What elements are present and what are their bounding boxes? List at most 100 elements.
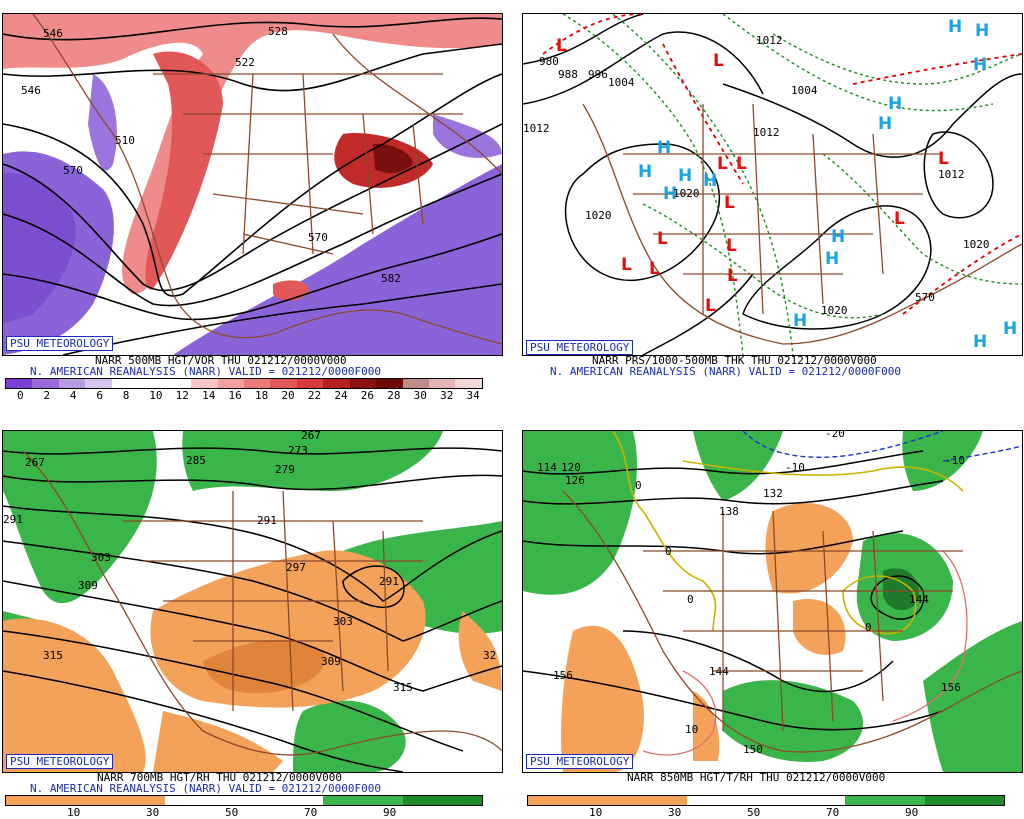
scale-tick-label: 70 xyxy=(304,806,318,819)
svg-text:L: L xyxy=(938,149,949,169)
scale-swatch xyxy=(6,796,165,805)
map-label: -20 xyxy=(825,431,845,440)
scale-swatch xyxy=(924,796,1004,805)
scale-tick-label: 10 xyxy=(589,806,603,819)
map-700mb: 267 267 273 279 285 291 297 303 309 315 … xyxy=(3,431,502,772)
svg-text:L: L xyxy=(556,36,567,56)
scale-swatch xyxy=(164,796,324,805)
svg-text:L: L xyxy=(705,296,716,316)
map-label: 114 xyxy=(537,461,557,474)
panel-700mb-valid-line: N. AMERICAN REANALYSIS (NARR) VALID = 02… xyxy=(30,782,381,795)
map-label: 150 xyxy=(743,743,763,756)
scale-swatch xyxy=(58,379,86,388)
map-label: 309 xyxy=(321,655,341,668)
branding-label: PSU METEOROLOGY xyxy=(6,336,114,351)
panel-pressure-caption: NARR PRS/1000-500MB THK THU 021212/0000V… xyxy=(592,354,877,367)
map-label: 144 xyxy=(909,593,929,606)
scale-swatch xyxy=(32,379,59,388)
scale-swatch xyxy=(686,796,846,805)
scale-tick-label: 6 xyxy=(96,389,103,402)
map-label: 279 xyxy=(275,463,295,476)
svg-text:L: L xyxy=(621,255,632,275)
panel-700mb-caption: NARR 700MB HGT/RH THU 021212/0000V000 xyxy=(97,771,343,784)
scale-tick-label: 10 xyxy=(149,389,163,402)
map-label: 10 xyxy=(685,723,698,736)
branding-label: PSU METEOROLOGY xyxy=(526,340,634,355)
map-label: 546 xyxy=(21,84,41,97)
map-label: 32 xyxy=(483,649,496,662)
map-label: 1012 xyxy=(938,168,965,181)
map-label: 1004 xyxy=(791,84,818,97)
scale-swatch xyxy=(243,379,271,388)
map-label: 1020 xyxy=(821,304,848,317)
panel-pressure-valid-line: N. AMERICAN REANALYSIS (NARR) VALID = 02… xyxy=(550,365,901,378)
scale-tick-label: 90 xyxy=(905,806,919,819)
svg-text:H: H xyxy=(973,332,987,352)
map-label: 132 xyxy=(763,487,783,500)
map-label: 522 xyxy=(235,56,255,69)
scale-swatch xyxy=(217,379,244,388)
svg-text:L: L xyxy=(649,259,660,279)
panel-850mb-caption: NARR 850MB HGT/T/RH THU 021212/0000V000 xyxy=(627,771,886,784)
svg-text:L: L xyxy=(724,193,735,213)
svg-text:H: H xyxy=(975,21,989,41)
svg-text:L: L xyxy=(894,209,905,229)
scale-swatch xyxy=(402,379,429,388)
svg-text:L: L xyxy=(736,154,747,174)
scale-tick-label: 16 xyxy=(228,389,242,402)
svg-text:H: H xyxy=(663,184,677,204)
svg-text:H: H xyxy=(1003,319,1017,339)
svg-text:H: H xyxy=(703,171,717,191)
map-850mb: 114 120 126 132 138 144 150 156 156 -10 … xyxy=(523,431,1022,772)
map-label: 1012 xyxy=(753,126,780,139)
panel-500mb-caption: NARR 500MB HGT/VOR THU 021212/0000V000 xyxy=(95,354,347,367)
map-label: 0 xyxy=(635,479,642,492)
map-label: 1020 xyxy=(585,209,612,222)
map-label: 570 xyxy=(63,164,83,177)
scale-tick-label: 10 xyxy=(67,806,81,819)
scale-swatch xyxy=(349,379,377,388)
rh-color-scale-850 xyxy=(527,795,1005,806)
scale-swatch xyxy=(376,379,403,388)
scale-swatch xyxy=(270,379,297,388)
map-label: 285 xyxy=(186,454,206,467)
svg-text:L: L xyxy=(717,154,728,174)
scale-tick-label: 50 xyxy=(225,806,239,819)
branding-label: PSU METEOROLOGY xyxy=(6,754,114,769)
map-label: 988 xyxy=(558,68,578,81)
map-label: 570 xyxy=(308,231,328,244)
map-label: 0 xyxy=(665,545,672,558)
scale-tick-label: 30 xyxy=(668,806,682,819)
scale-swatch xyxy=(323,379,350,388)
map-label: 1020 xyxy=(673,187,700,200)
scale-swatch xyxy=(85,379,112,388)
map-label: 156 xyxy=(553,669,573,682)
svg-text:H: H xyxy=(888,94,902,114)
scale-swatch xyxy=(191,379,218,388)
scale-tick-label: 28 xyxy=(387,389,401,402)
map-label: 1020 xyxy=(963,238,990,251)
map-label: 1012 xyxy=(523,122,550,135)
map-label: 156 xyxy=(941,681,961,694)
map-label: 309 xyxy=(78,579,98,592)
scale-tick-label: 30 xyxy=(146,806,160,819)
scale-swatch xyxy=(164,379,192,388)
scale-swatch xyxy=(138,379,165,388)
scale-tick-label: 34 xyxy=(466,389,480,402)
vorticity-color-scale xyxy=(5,378,483,389)
map-label: 0 xyxy=(687,593,694,606)
scale-swatch xyxy=(111,379,139,388)
map-label: 291 xyxy=(3,513,23,526)
svg-text:H: H xyxy=(825,249,839,269)
map-label: 546 xyxy=(43,27,63,40)
map-label: 980 xyxy=(539,55,559,68)
svg-text:L: L xyxy=(713,51,724,71)
scale-tick-label: 0 xyxy=(17,389,24,402)
scale-tick-label: 22 xyxy=(307,389,322,402)
scale-tick-label: 26 xyxy=(360,389,375,402)
scale-tick-label: 4 xyxy=(69,389,77,402)
scale-swatch xyxy=(528,796,687,805)
panel-500mb-valid-line: N. AMERICAN REANALYSIS (NARR) VALID = 02… xyxy=(30,365,381,378)
